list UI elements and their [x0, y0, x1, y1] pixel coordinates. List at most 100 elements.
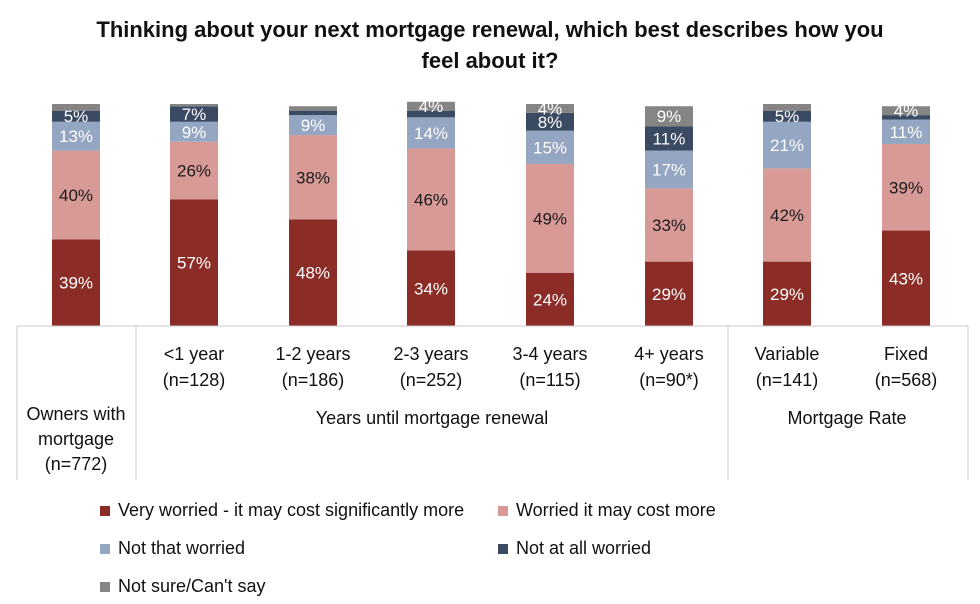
data-label: 5% [775, 107, 800, 126]
data-label: 7% [182, 105, 207, 124]
bar-segment [52, 150, 100, 240]
legend-item: Not at all worried [498, 538, 651, 559]
legend-swatch [100, 581, 110, 592]
data-label: 5% [64, 107, 89, 126]
bar-segment [882, 230, 930, 326]
bar-segment [289, 106, 337, 111]
bar-segment [645, 106, 693, 127]
data-label: 14% [414, 124, 448, 143]
legend-label: Not at all worried [516, 538, 652, 558]
data-label: 9% [301, 116, 326, 135]
bar-segment [645, 261, 693, 326]
bar-segment [526, 272, 574, 326]
bar-segment [289, 110, 337, 116]
category-sample-size: (n=252) [400, 370, 463, 390]
bar-segment [170, 106, 218, 122]
bar-segment [526, 112, 574, 131]
data-label: 43% [889, 269, 923, 288]
bar-segment [407, 250, 455, 326]
data-label: 42% [770, 206, 804, 225]
bar-segment [407, 117, 455, 149]
bar-segment [882, 119, 930, 144]
group-label: Mortgage Rate [787, 408, 906, 428]
category-label: 1-2 years [275, 344, 350, 364]
bar-segment [526, 163, 574, 273]
data-label: 33% [652, 216, 686, 235]
data-label: 15% [533, 138, 567, 157]
data-label: 9% [657, 107, 682, 126]
legend-label: Very worried - it may cost significantly… [118, 500, 465, 520]
data-label: 11% [890, 123, 923, 142]
category-label: Variable [755, 344, 820, 364]
data-label: 9% [182, 123, 207, 142]
bar-segment [407, 110, 455, 118]
bar-segment [763, 168, 811, 262]
bar-segment [407, 148, 455, 251]
bar-segment [526, 104, 574, 113]
data-label: 24% [533, 290, 567, 309]
bar-segment [882, 115, 930, 120]
data-label: 48% [296, 264, 330, 283]
category-sample-size: (n=186) [282, 370, 345, 390]
legend-label: Not that worried [118, 538, 246, 558]
legend-swatch [100, 543, 110, 554]
bar-segment [763, 261, 811, 326]
bar-segment [645, 126, 693, 151]
data-label: 34% [414, 279, 448, 298]
data-label: 49% [533, 209, 567, 228]
data-label: 4% [894, 102, 919, 121]
category-label: 3-4 years [512, 344, 587, 364]
group-label: Owners with [26, 404, 125, 424]
bar-segment [882, 106, 930, 116]
bar-segment [763, 110, 811, 122]
bar-segment [645, 188, 693, 262]
category-sample-size: (n=128) [163, 370, 226, 390]
bar-segment [170, 199, 218, 326]
data-label: 26% [177, 162, 211, 181]
category-label: 2-3 years [393, 344, 468, 364]
data-label: 29% [770, 285, 804, 304]
bar-segment [289, 219, 337, 326]
data-label: 21% [770, 136, 804, 155]
category-sample-size: (n=115) [519, 370, 580, 390]
category-label: Fixed [884, 344, 928, 364]
group-label: (n=772) [45, 454, 108, 474]
bar-segment [170, 141, 218, 200]
bar-segment [52, 121, 100, 151]
bar-segment [763, 121, 811, 169]
data-label: 4% [538, 99, 563, 118]
data-label: 29% [652, 285, 686, 304]
data-label: 8% [538, 113, 563, 132]
chart-title: Thinking about your next mortgage renewa… [96, 17, 884, 73]
data-label: 39% [889, 178, 923, 197]
bar-segment [882, 143, 930, 231]
data-label: 57% [177, 254, 211, 273]
data-label: 46% [414, 190, 448, 209]
bar-segment [289, 135, 337, 220]
category-label: <1 year [164, 344, 225, 364]
legend-label: Worried it may cost more [516, 500, 716, 520]
legend-item: Not that worried [100, 538, 245, 559]
data-label: 13% [59, 127, 93, 146]
data-label: 11% [653, 129, 686, 148]
data-label: 40% [59, 186, 93, 205]
legend-item: Worried it may cost more [498, 500, 716, 521]
legend-item: Very worried - it may cost significantly… [100, 500, 464, 521]
legend: Very worried - it may cost significantly… [100, 496, 960, 604]
bar-segment [52, 104, 100, 111]
legend-swatch [498, 543, 508, 554]
data-label: 17% [652, 160, 686, 179]
data-label: 4% [419, 97, 444, 116]
bar-segment [407, 101, 455, 111]
legend-swatch [100, 505, 110, 516]
bar-segment [52, 110, 100, 122]
bar-segment [645, 150, 693, 189]
bar-segment [289, 115, 337, 136]
category-sample-size: (n=90*) [639, 370, 699, 390]
bar-segment [170, 104, 218, 107]
legend-item: Not sure/Can't say [100, 576, 266, 597]
data-label: 39% [59, 274, 93, 293]
legend-label: Not sure/Can't say [118, 576, 266, 596]
